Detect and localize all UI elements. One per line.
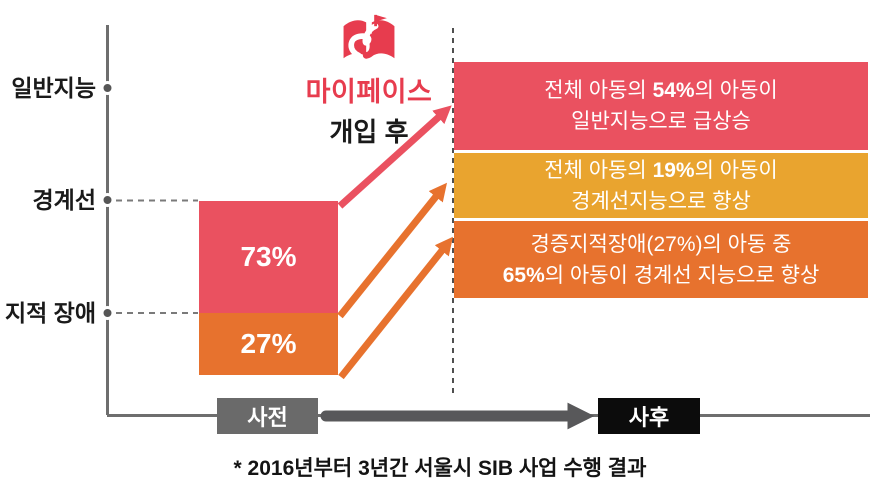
outcome-box-mild-disability: 경증지적장애(27%)의 아동 중 65%의 아동이 경계선 지능으로 향상 bbox=[454, 221, 868, 298]
logo-subtitle: 개입 후 bbox=[329, 117, 409, 147]
outcome-box-general-intelligence: 전체 아동의 54%의 아동이 일반지능으로 급상승 bbox=[454, 62, 868, 150]
outcome-line: 전체 아동의 19%의 아동이 bbox=[544, 158, 778, 182]
bar-segment-73pct-label: 73% bbox=[240, 241, 297, 272]
bar-segment-73pct: 73% bbox=[199, 201, 338, 313]
phase-label-after: 사후 bbox=[598, 398, 700, 434]
outcome-box-borderline: 전체 아동의 19%의 아동이 경계선지능으로 향상 bbox=[454, 153, 868, 218]
outcome-line: 65%의 아동이 경계선 지능으로 향상 bbox=[502, 263, 820, 287]
outcome-line: 전체 아동의 54%의 아동이 bbox=[544, 79, 778, 102]
axis-label-general-intelligence: 일반지능 bbox=[11, 75, 96, 101]
outcome-line: 경증지적장애(27%)의 아동 중 bbox=[530, 232, 792, 256]
arrow-to-borderline bbox=[337, 182, 448, 319]
logo-title: 마이페이스 bbox=[305, 77, 433, 107]
axis-dot-general bbox=[100, 81, 115, 95]
axis-dot-borderline bbox=[100, 193, 115, 207]
mypace-logo-block: 마이페이스 개입 후 bbox=[298, 13, 440, 149]
axis-dot-disability bbox=[100, 306, 115, 320]
footnote: * 2016년부터 3년간 서울시 SIB 사업 수행 결과 bbox=[233, 457, 647, 480]
outcome-line: 일반지능으로 급상승 bbox=[571, 110, 751, 133]
book-flag-logo-icon bbox=[343, 14, 395, 59]
outcome-line: 경계선지능으로 향상 bbox=[571, 189, 751, 213]
arrow-to-mild-disability bbox=[338, 236, 453, 380]
bar-segment-27pct: 27% bbox=[199, 313, 338, 375]
axis-label-intellectual-disability: 지적 장애 bbox=[4, 300, 96, 326]
bar-segment-27pct-label: 27% bbox=[240, 328, 297, 359]
phase-label-before: 사전 bbox=[217, 398, 318, 434]
axis-label-borderline: 경계선 bbox=[32, 187, 96, 213]
